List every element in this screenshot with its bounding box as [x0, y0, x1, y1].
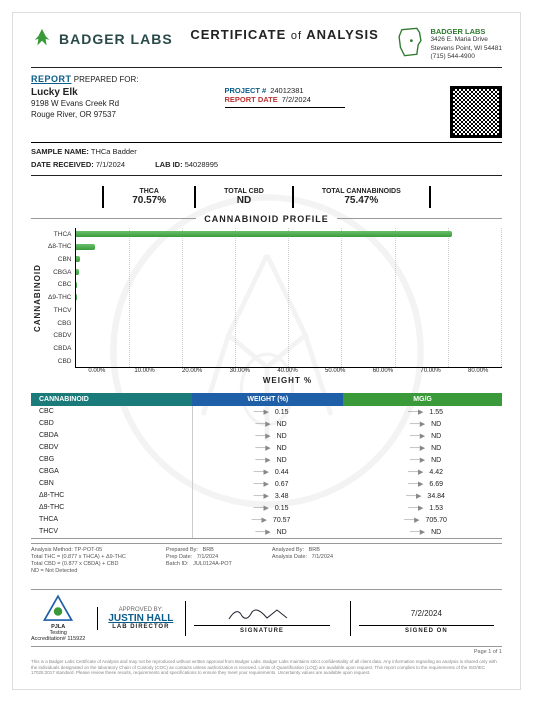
lab-address: BADGER LABS 3426 E. Maria Drive Stevens … — [396, 27, 502, 61]
approval-footer: PJLA Testing Accreditation# 115922 APPRO… — [31, 589, 502, 647]
cannabinoid-chart: CANNABINOID THCAΔ8-THCCBNCBGACBCΔ9-THCTH… — [31, 228, 502, 368]
qr-code — [450, 86, 502, 138]
table-row: CBN──▶0.67──▶6.69 — [31, 478, 502, 490]
signature-icon — [194, 603, 329, 625]
chart-ylabel: CANNABINOID — [31, 228, 44, 368]
brand: BADGER LABS — [31, 27, 173, 51]
table-row: THCV──▶ND──▶ND — [31, 526, 502, 539]
page-number: Page 1 of 1 — [31, 649, 502, 655]
table-row: CBDA──▶ND──▶ND — [31, 430, 502, 442]
table-row: Δ8-THC──▶3.48──▶34.84 — [31, 490, 502, 502]
table-row: Δ9-THC──▶0.15──▶1.53 — [31, 502, 502, 514]
table-row: CBGA──▶0.44──▶4.42 — [31, 466, 502, 478]
project-meta: PROJECT #24012381 REPORT DATE7/2/2024 — [225, 86, 345, 108]
approved-by: APPROVED BY: JUSTIN HALL LAB DIRECTOR — [97, 607, 173, 630]
chart-xlabel: WEIGHT % — [73, 376, 502, 385]
chart-plot — [76, 228, 502, 368]
sample-meta: SAMPLE NAME: THCa Badder — [31, 142, 502, 156]
wisconsin-icon — [396, 27, 424, 57]
header: BADGER LABS CERTIFICATE of ANALYSIS BADG… — [31, 27, 502, 61]
summary-row: THCA70.57%TOTAL CBDNDTOTAL CANNABINOIDS7… — [31, 186, 502, 208]
brand-name: BADGER LABS — [59, 31, 173, 47]
report-meta: REPORT PREPARED FOR: Lucky Elk 9198 W Ev… — [31, 74, 502, 169]
chart-xaxis: 0.00%10.00%20.00%30.00%40.00%50.00%60.00… — [73, 368, 502, 374]
table-row: CBG──▶ND──▶ND — [31, 454, 502, 466]
disclaimer: This is a Badger Labs Certificate of Ana… — [31, 659, 502, 675]
summary-cell: THCA70.57% — [102, 186, 196, 208]
signature-cell: SIGNATURE — [185, 601, 337, 636]
table-row: CBD──▶ND──▶ND — [31, 418, 502, 430]
chart-categories: THCAΔ8-THCCBNCBGACBCΔ9-THCTHCVCBGCBDVCBD… — [44, 228, 76, 368]
table-row: THCA──▶70.57──▶705.70 — [31, 514, 502, 526]
signed-on-cell: 7/2/2024 SIGNED ON — [350, 601, 502, 636]
prepared-for-label: REPORT — [31, 74, 72, 84]
doc-title: CERTIFICATE of ANALYSIS — [190, 27, 378, 42]
table-row: CBC──▶0.15──▶1.55 — [31, 406, 502, 418]
summary-cell: TOTAL CANNABINOIDS75.47% — [294, 186, 431, 208]
bar-CBN — [76, 256, 80, 262]
leaf-icon — [31, 27, 53, 51]
analysis-notes: Analysis Method: TP-POT-05Total THC = (0… — [31, 543, 502, 576]
cannabinoid-table: CANNABINOIDWEIGHT (%)MG/G CBC──▶0.15──▶1… — [31, 393, 502, 539]
bar-Δ8-THC — [76, 244, 95, 250]
chart-title: CANNABINOID PROFILE — [31, 214, 502, 224]
client-block: Lucky Elk 9198 W Evans Creek Rd Rouge Ri… — [31, 86, 119, 121]
summary-cell: TOTAL CBDND — [196, 186, 294, 208]
certificate-page: BADGER LABS CERTIFICATE of ANALYSIS BADG… — [12, 12, 521, 690]
bar-CBGA — [76, 269, 78, 275]
bar-THCA — [76, 231, 451, 237]
pjla-badge: PJLA Testing Accreditation# 115922 — [31, 594, 85, 642]
bar-Δ9-THC — [76, 294, 77, 300]
table-row: CBDV──▶ND──▶ND — [31, 442, 502, 454]
bar-CBC — [76, 282, 77, 288]
